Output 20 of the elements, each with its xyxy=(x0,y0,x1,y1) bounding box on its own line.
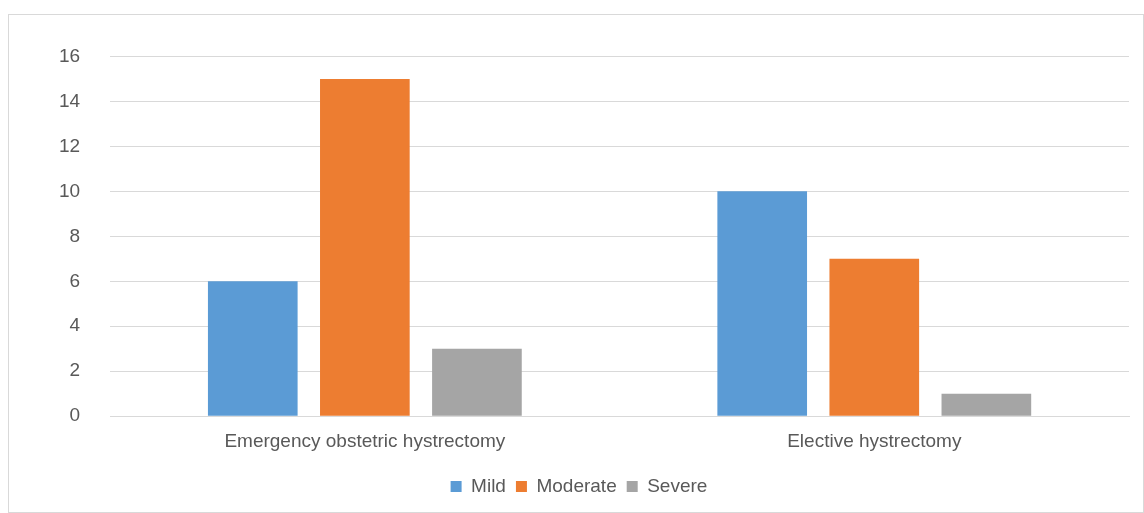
x-tick-label: Elective hystrectomy xyxy=(787,429,962,451)
bar xyxy=(432,348,522,416)
y-tick-label: 2 xyxy=(69,359,81,381)
legend-label: Severe xyxy=(647,474,708,496)
bar xyxy=(829,258,920,416)
y-tick-label: 6 xyxy=(69,269,81,291)
bar xyxy=(717,191,808,416)
legend-label: Moderate xyxy=(536,474,617,496)
y-tick-label: 4 xyxy=(69,314,81,336)
y-tick-label: 0 xyxy=(69,404,81,426)
y-tick-label: 16 xyxy=(58,44,81,66)
y-tick-label: 8 xyxy=(69,224,81,246)
y-tick-label: 14 xyxy=(58,89,81,111)
x-tick-label: Emergency obstetric hystrectomy xyxy=(224,429,506,451)
y-tick-label: 12 xyxy=(58,134,81,156)
bar xyxy=(207,281,298,416)
y-tick-label: 10 xyxy=(58,179,81,201)
bar xyxy=(941,393,1032,416)
legend-label: Mild xyxy=(471,474,506,496)
bar xyxy=(320,78,410,416)
